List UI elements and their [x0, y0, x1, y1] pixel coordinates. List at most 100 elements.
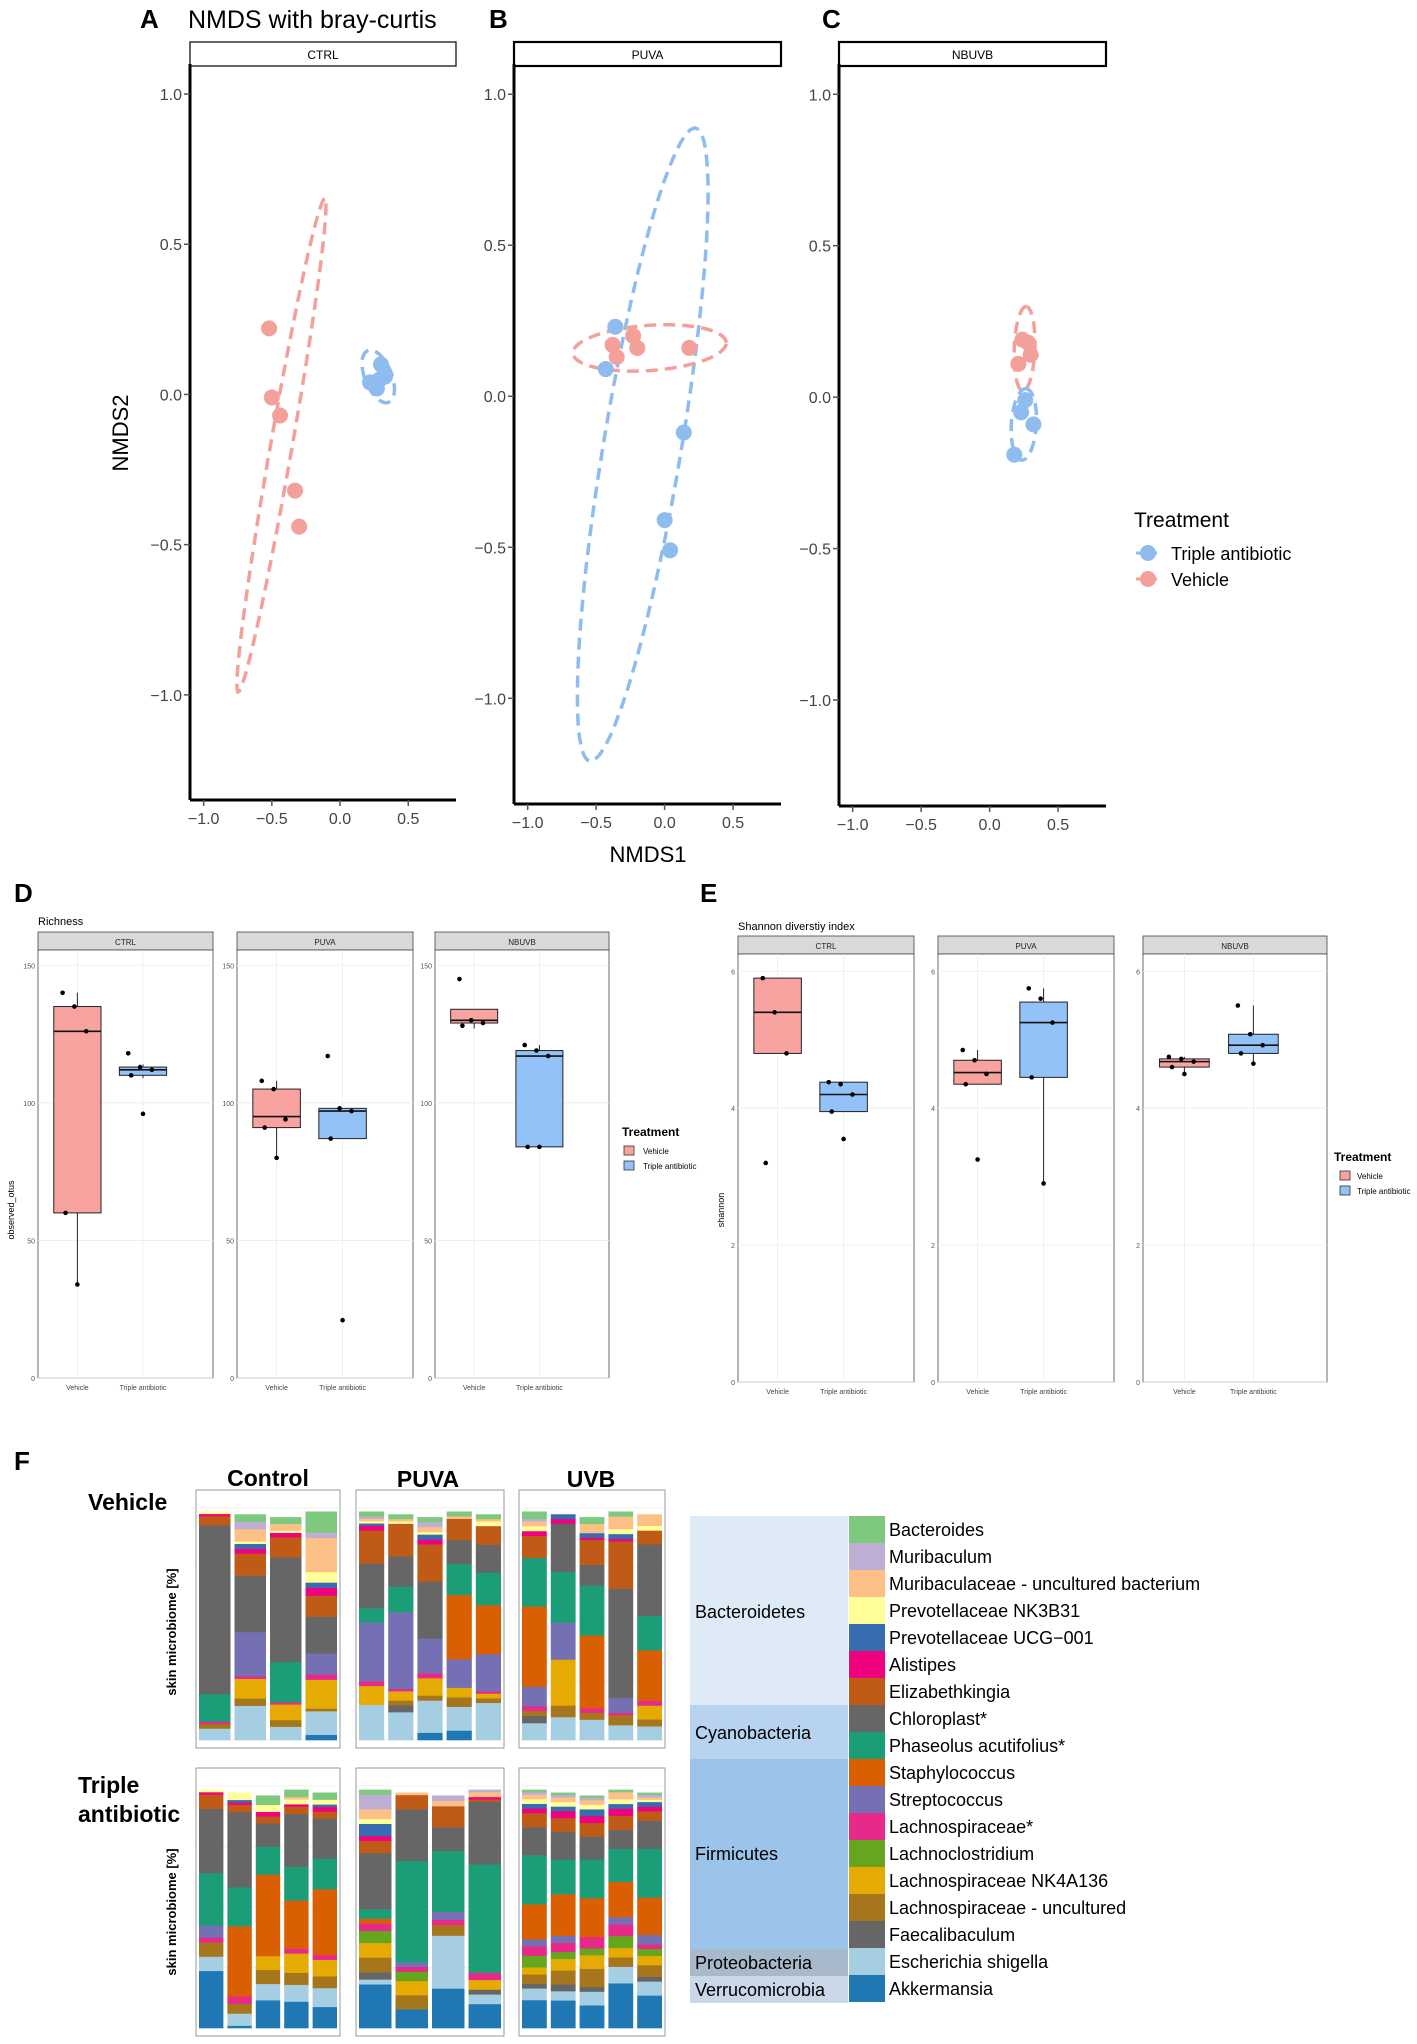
- bar-segment-vehicle-puva: [417, 1517, 443, 1523]
- bar-segment-vehicle-puva: [475, 1653, 501, 1692]
- bar-segment-triple-control: [284, 1972, 309, 1985]
- phylum-block-bacteroidetes: [690, 1516, 848, 1705]
- box-x-tick-label-shannon-ctrl-vehicle: Vehicle: [766, 1389, 789, 1396]
- box-point-richness-nbuvb-triple: [525, 1144, 530, 1150]
- bar-segment-vehicle-uvb: [550, 1659, 576, 1706]
- bar-segment-vehicle-control: [305, 1679, 337, 1709]
- bar-segment-vehicle-uvb: [579, 1517, 605, 1525]
- bar-segment-vehicle-uvb: [522, 1518, 547, 1522]
- nmds-point-ctrl-vehicle: [272, 407, 289, 424]
- box-iqr-richness-puva-vehicle: [252, 1088, 301, 1129]
- bar-segment-triple-puva: [468, 1796, 501, 1800]
- nmds-x-tick-label-nbuvb: −0.5: [905, 817, 937, 834]
- box-panel-frame-richness-puva: [236, 949, 414, 1379]
- nmds-x-tick-label-nbuvb: −1.0: [837, 817, 869, 834]
- bar-segment-vehicle-uvb: [579, 1564, 605, 1586]
- bar-segment-vehicle-control: [234, 1676, 266, 1679]
- genus-legend-swatch: [849, 1597, 885, 1624]
- bar-segment-triple-puva: [432, 1911, 465, 1920]
- nmds-point-ctrl-vehicle: [291, 518, 308, 535]
- box-point-shannon-puva-vehicle: [963, 1081, 969, 1087]
- bar-segment-triple-puva: [432, 1924, 465, 1936]
- genus-legend-label: Akkermansia: [889, 1979, 994, 1999]
- bar-segment-triple-uvb: [550, 1935, 576, 1943]
- nmds-legend-label-vehicle: Vehicle: [1171, 570, 1229, 590]
- bar-segment-vehicle-puva: [446, 1594, 472, 1660]
- genus-legend-swatch: [849, 1894, 885, 1921]
- bar-segment-vehicle-control: [305, 1582, 337, 1588]
- bar-segment-vehicle-puva: [446, 1697, 472, 1707]
- nmds-y-tick-label-nbuvb: 0.0: [809, 390, 831, 407]
- bar-segment-triple-puva: [468, 1989, 501, 1995]
- nmds-point-ctrl-vehicle: [261, 320, 278, 337]
- box-point-shannon-nbuvb-vehicle: [1169, 1064, 1175, 1070]
- bar-segment-vehicle-puva: [359, 1511, 385, 1517]
- bar-segment-triple-puva: [432, 1795, 465, 1802]
- bar-segment-vehicle-uvb: [608, 1588, 634, 1699]
- bar-segment-vehicle-control: [234, 1543, 266, 1549]
- bar-segment-triple-uvb: [579, 1936, 605, 1949]
- nmds-y-tick-label-nbuvb: −0.5: [799, 542, 831, 559]
- bar-segment-triple-uvb: [608, 1848, 634, 1882]
- nmds-point-nbuvb-vehicle: [1010, 355, 1027, 372]
- bar-segment-vehicle-uvb: [579, 1708, 605, 1713]
- bar-segment-triple-uvb: [608, 1983, 634, 2029]
- box-point-richness-ctrl-vehicle: [83, 1028, 89, 1034]
- bar-segment-vehicle-puva: [417, 1700, 443, 1733]
- shannon-y-axis-label: shannon: [716, 1193, 726, 1228]
- bar-segment-vehicle-uvb: [550, 1518, 576, 1524]
- bar-segment-vehicle-uvb: [637, 1726, 662, 1741]
- bar-segment-triple-uvb: [579, 1804, 605, 1810]
- bar-segment-vehicle-control: [270, 1532, 302, 1538]
- bar-segment-vehicle-puva: [359, 1516, 385, 1519]
- bar-segment-triple-uvb: [637, 1848, 662, 1898]
- richness-legend-key-triple: [623, 1160, 635, 1171]
- box-y-tick-label-shannon-puva: 6: [931, 969, 935, 976]
- bar-segment-triple-control: [199, 1794, 224, 1809]
- bar-segment-vehicle-control: [234, 1678, 266, 1699]
- bar-segment-triple-puva: [468, 1792, 501, 1798]
- bar-segment-vehicle-control: [305, 1734, 337, 1741]
- nmds-y-tick-label-ctrl: 0.5: [160, 237, 182, 254]
- bar-segment-triple-uvb: [522, 1794, 547, 1800]
- box-point-shannon-ctrl-triple: [841, 1136, 846, 1142]
- bar-segment-vehicle-uvb: [579, 1537, 605, 1541]
- nmds-ellipse-ctrl: [360, 348, 397, 405]
- bar-segment-vehicle-puva: [475, 1525, 501, 1545]
- nmds-y-tick-label-ctrl: 1.0: [160, 87, 182, 104]
- bar-segment-vehicle-uvb: [608, 1725, 634, 1741]
- box-y-tick-label-shannon-ctrl: 6: [731, 969, 735, 976]
- bar-segment-vehicle-puva: [475, 1605, 501, 1655]
- bar-segment-triple-uvb: [608, 1808, 634, 1816]
- box-point-richness-puva-vehicle: [274, 1155, 279, 1161]
- panel-letter-f: F: [14, 1446, 30, 1476]
- genus-legend-label: Prevotellaceae UCG−001: [889, 1628, 1094, 1648]
- box-iqr-shannon-puva-triple: [1019, 1001, 1068, 1078]
- bar-segment-vehicle-uvb: [637, 1705, 662, 1720]
- box-iqr-richness-puva-triple: [318, 1107, 367, 1140]
- bar-segment-vehicle-puva: [388, 1521, 414, 1524]
- nmds-strip-puva: [512, 40, 783, 68]
- box-y-tick-label-shannon-ctrl: 4: [731, 1106, 735, 1113]
- bar-segment-triple-uvb: [608, 1815, 634, 1831]
- bar-segment-vehicle-puva: [417, 1695, 443, 1701]
- bar-segment-triple-uvb: [637, 1897, 662, 1936]
- box-y-tick-label-richness-nbuvb: 150: [420, 963, 432, 970]
- stacked-bar-panels: [195, 1489, 666, 2037]
- bar-segment-triple-control: [227, 1792, 252, 1801]
- box-point-richness-ctrl-triple: [128, 1073, 134, 1078]
- bar-segment-triple-uvb: [579, 1898, 605, 1938]
- bar-segment-triple-uvb: [637, 1948, 662, 1957]
- bar-segment-vehicle-uvb: [522, 1526, 547, 1532]
- bar-segment-triple-control: [227, 2025, 252, 2029]
- bar-segment-vehicle-uvb: [550, 1705, 576, 1718]
- bar-segment-vehicle-uvb: [522, 1606, 547, 1687]
- box-y-tick-label-shannon-nbuvb: 6: [1136, 969, 1140, 976]
- genus-legend-label: Lachnoclostridium: [889, 1844, 1034, 1864]
- bar-segment-vehicle-control: [234, 1575, 266, 1633]
- bar-segment-vehicle-puva: [446, 1511, 472, 1517]
- bar-segment-triple-uvb: [550, 1958, 576, 1971]
- box-point-shannon-puva-triple: [1026, 986, 1032, 991]
- bar-segment-triple-uvb: [550, 1984, 576, 1992]
- bar-segment-triple-puva: [395, 1792, 428, 1796]
